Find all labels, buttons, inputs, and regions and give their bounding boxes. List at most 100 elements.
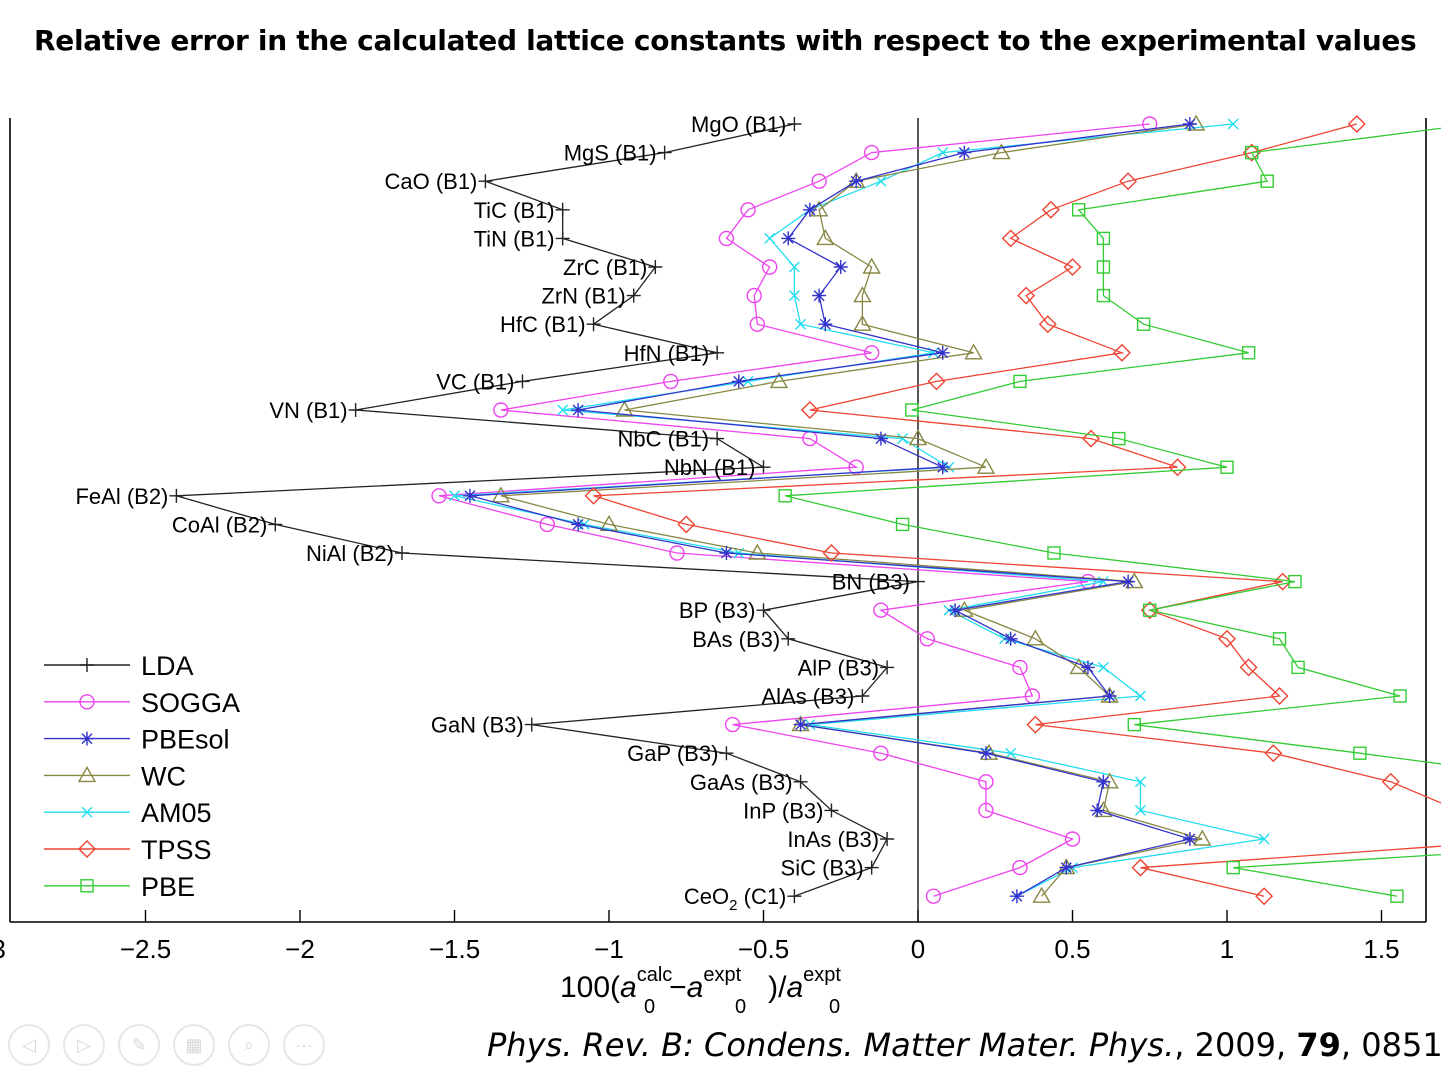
marker-star — [781, 231, 796, 246]
marker-star — [571, 517, 586, 532]
marker-triangle — [615, 400, 634, 417]
slides-icon[interactable]: ▦ — [173, 1024, 215, 1066]
marker-plus — [864, 860, 879, 875]
category-label: MgS (B1) — [564, 141, 657, 166]
marker-square — [1136, 317, 1151, 331]
marker-x — [1258, 833, 1270, 845]
legend-item-wc: WC — [44, 761, 186, 791]
marker-star — [935, 460, 950, 475]
category-label: CeO2 (C1) — [684, 884, 786, 914]
marker-square — [1245, 145, 1259, 160]
category-label: HfC (B1) — [500, 312, 586, 337]
marker-plus — [710, 345, 725, 360]
legend-label: WC — [141, 761, 186, 791]
category-label: GaP (B3) — [627, 741, 718, 766]
category-label: CaO (B1) — [384, 169, 477, 194]
marker-x — [1005, 747, 1017, 759]
marker-plus — [169, 488, 184, 503]
marker-circle — [746, 287, 762, 304]
slide-title: Relative error in the calculated lattice… — [34, 24, 1417, 57]
category-label: ZrC (B1) — [563, 255, 647, 280]
marker-star — [793, 717, 808, 732]
marker-diamond — [1026, 715, 1045, 734]
marker-diamond — [1131, 858, 1150, 877]
citation: Phys. Rev. B: Condens. Matter Mater. Phy… — [487, 1026, 1441, 1064]
marker-plus — [80, 658, 94, 672]
marker-x — [742, 375, 754, 387]
marker-diamond — [1264, 744, 1283, 763]
marker-plus — [719, 746, 734, 761]
marker-plus — [781, 631, 796, 646]
marker-x — [788, 290, 800, 302]
marker-plus — [880, 832, 895, 846]
marker-diamond — [1038, 315, 1057, 334]
zoom-icon[interactable]: ⌕ — [228, 1024, 270, 1066]
marker-plus — [657, 145, 672, 160]
marker-plus — [394, 546, 409, 560]
marker-x — [764, 232, 776, 244]
marker-x — [897, 433, 909, 445]
marker-circle — [1064, 831, 1081, 847]
marker-square — [1071, 203, 1086, 217]
marker-x — [557, 404, 569, 416]
series-am05 — [449, 118, 1270, 902]
legend-item-am05: AM05 — [44, 798, 212, 828]
citation-journal: Phys. Rev. B: Condens. Matter Mater. Phy… — [487, 1026, 1175, 1064]
marker-triangle — [77, 765, 97, 783]
citation-sep2: , — [1276, 1026, 1297, 1064]
marker-plus — [586, 317, 601, 332]
pen-icon[interactable]: ✎ — [118, 1024, 160, 1066]
marker-triangle — [1186, 114, 1206, 131]
marker-star — [731, 374, 746, 389]
marker-triangle — [1193, 829, 1212, 846]
next-icon[interactable]: ▷ — [63, 1024, 105, 1066]
marker-diamond — [1041, 200, 1060, 219]
previous-icon[interactable]: ◁ — [8, 1024, 50, 1066]
marker-x — [1097, 661, 1109, 673]
marker-star — [1009, 889, 1024, 904]
marker-circle — [873, 602, 889, 618]
marker-circle — [978, 774, 994, 790]
marker-star — [719, 546, 734, 560]
legend-label: LDA — [141, 651, 194, 681]
x-tick-label: 0.5 — [1054, 934, 1090, 964]
marker-star — [1090, 803, 1105, 818]
marker-square — [1013, 374, 1027, 389]
marker-circle — [1012, 859, 1028, 876]
marker-plus — [787, 117, 802, 131]
category-label: BN (B3) — [832, 570, 910, 595]
marker-star — [948, 603, 963, 618]
marker-star — [1182, 117, 1197, 131]
marker-circle — [978, 802, 994, 819]
category-label: ZrN (B1) — [541, 284, 625, 309]
category-label: BP (B3) — [679, 598, 756, 623]
series-line — [784, 127, 1441, 897]
marker-x — [1134, 776, 1146, 788]
legend-label: TPSS — [141, 835, 212, 865]
legend: LDA SOGGA PBEsol WC AM05 TPSS PBE — [44, 651, 240, 902]
marker-diamond — [1347, 115, 1366, 133]
marker-plus — [756, 603, 771, 618]
marker-triangle — [748, 543, 767, 560]
more-icon[interactable]: ··· — [283, 1024, 325, 1066]
marker-star — [462, 488, 477, 503]
category-label: TiN (B1) — [474, 226, 555, 251]
category-label: VN (B1) — [269, 398, 347, 423]
marker-x — [875, 175, 887, 187]
marker-square — [80, 879, 94, 893]
series-lines — [169, 114, 1441, 906]
marker-square — [1096, 288, 1111, 303]
marker-plus — [793, 774, 808, 789]
marker-star — [957, 145, 972, 160]
category-labels: MgO (B1) MgS (B1) CaO (B1) TiC (B1) TiN (B1)… — [75, 112, 910, 914]
category-label: FeAl (B2) — [75, 484, 168, 509]
marker-square — [905, 403, 919, 417]
marker-plus — [911, 574, 925, 589]
marker-plus — [268, 517, 283, 532]
marker-star — [1182, 832, 1197, 846]
marker-plus — [824, 803, 839, 818]
marker-square — [1220, 460, 1234, 474]
marker-square — [1241, 346, 1256, 360]
marker-diamond — [1270, 687, 1289, 705]
marker-triangle — [1032, 886, 1051, 903]
